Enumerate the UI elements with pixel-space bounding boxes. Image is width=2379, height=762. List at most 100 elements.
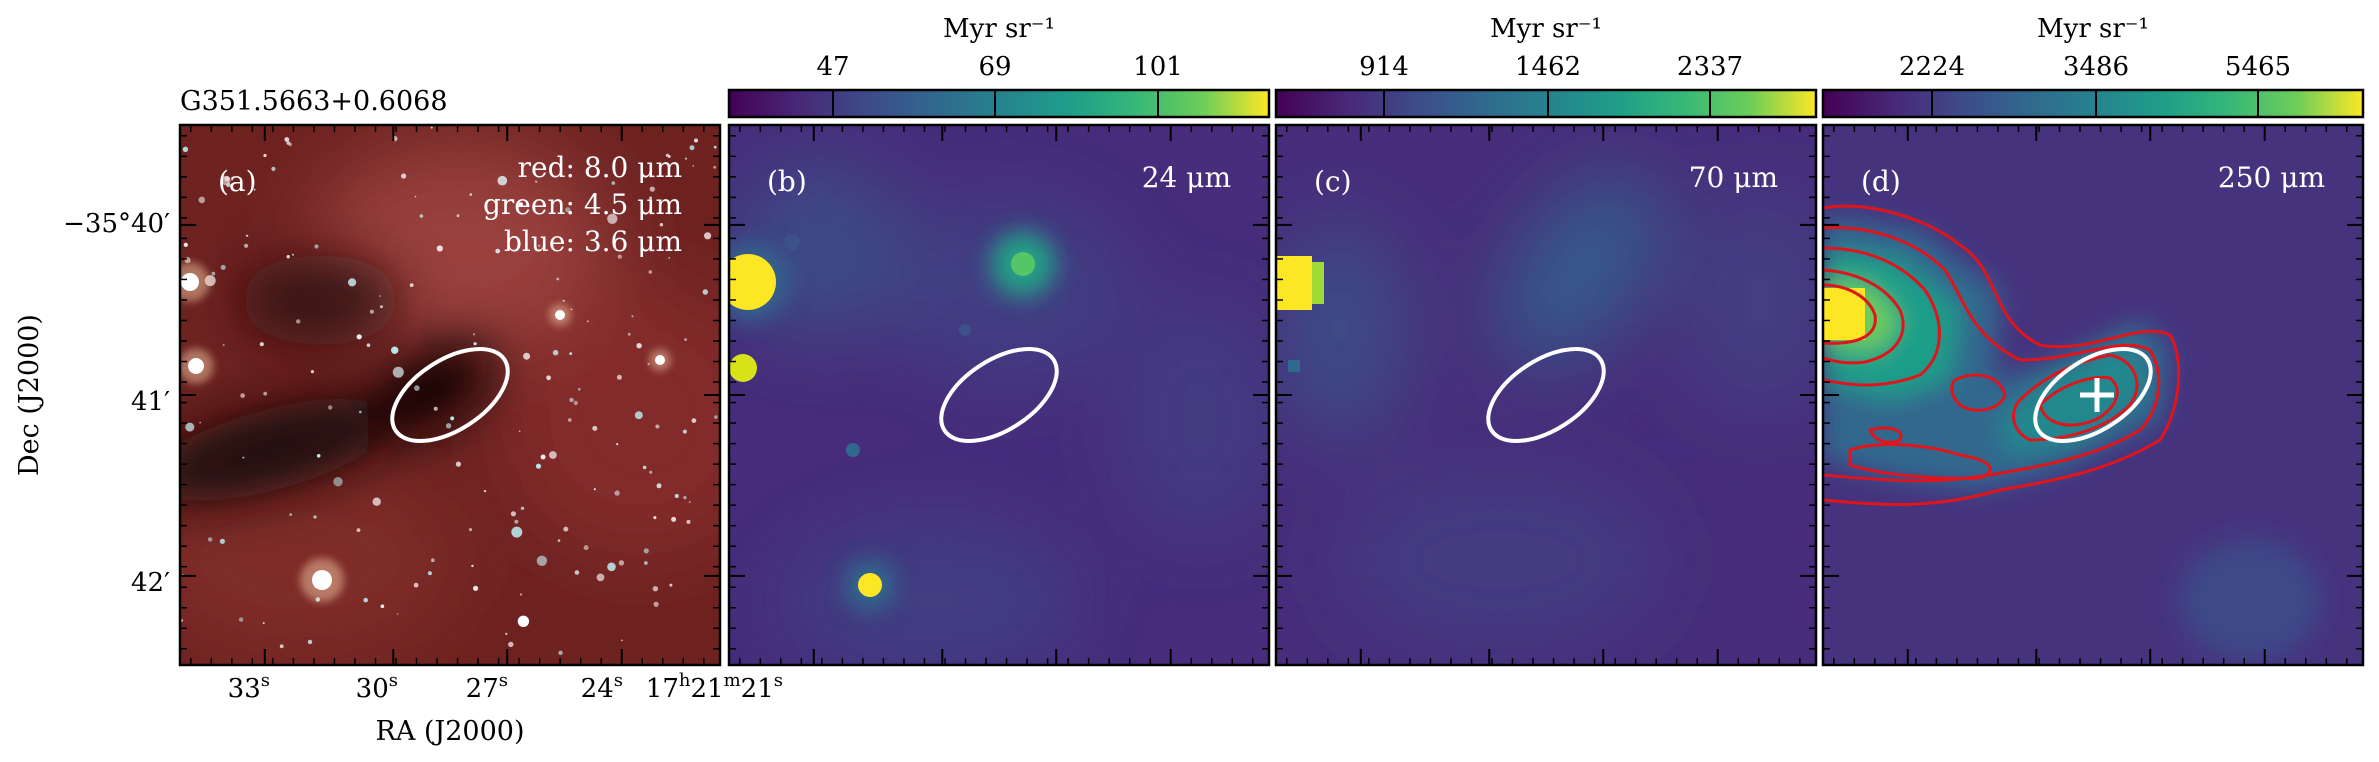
star	[219, 538, 225, 544]
star	[469, 193, 473, 196]
star	[669, 583, 673, 587]
bright-star	[188, 358, 204, 374]
star	[647, 362, 650, 366]
star	[659, 223, 664, 227]
star	[540, 454, 546, 460]
star	[288, 142, 293, 147]
colorbar-b-unit: Myr sr⁻¹	[943, 14, 1055, 44]
colorbar-c-tick-1: 1462	[1515, 52, 1581, 82]
dec-tick-labels: −35°40′ 41′ 42′	[63, 209, 170, 598]
star	[607, 562, 616, 572]
star	[643, 548, 649, 554]
panel-c-letter: (c)	[1314, 165, 1352, 198]
star	[648, 270, 652, 274]
dec-axis-label: Dec (J2000)	[14, 314, 45, 476]
star	[634, 411, 643, 420]
colorbar-c-unit: Myr sr⁻¹	[1490, 14, 1602, 44]
colorbar-b: Myr sr⁻¹ 47 69 101	[727, 14, 1271, 119]
panel-d-band: 250 μm	[2218, 161, 2325, 194]
star	[263, 391, 268, 396]
dec-tick-42: 42′	[131, 568, 170, 598]
panel-a-band-red: red: 8.0 μm	[518, 151, 682, 184]
colorbar-b-tick-2: 101	[1133, 52, 1183, 82]
star	[497, 175, 508, 186]
star	[714, 415, 718, 419]
ellipse-panel-c	[1486, 347, 1606, 443]
star	[182, 146, 189, 152]
star	[263, 153, 267, 158]
star	[574, 570, 580, 575]
panel-a-letter: (a)	[218, 165, 257, 198]
star	[284, 137, 290, 142]
panel-c-sources	[1276, 256, 1324, 372]
star	[310, 370, 314, 374]
star	[558, 650, 563, 655]
colorbar-b-tick-1: 69	[978, 52, 1011, 82]
star	[552, 349, 559, 356]
panel-c-band: 70 μm	[1689, 161, 1778, 194]
star	[631, 315, 634, 318]
star	[380, 604, 385, 609]
star	[514, 519, 519, 524]
star	[379, 295, 381, 297]
star	[207, 537, 213, 542]
source-name-title: G351.5663+0.6068	[180, 86, 448, 117]
star	[450, 416, 455, 421]
star	[185, 422, 195, 432]
star	[656, 483, 662, 489]
ra-tick-labels: 33s 30s 27s 24s 17h21m21s	[228, 670, 783, 704]
star	[253, 188, 256, 191]
star	[222, 344, 225, 346]
colorbar-d-tick-1: 3486	[2063, 52, 2129, 82]
dec-tick-41: 41′	[131, 387, 170, 417]
peak-marker-icon	[2080, 378, 2114, 412]
colorbar-d-tick-2: 5465	[2225, 52, 2291, 82]
star	[369, 309, 374, 314]
star	[396, 613, 399, 615]
star	[292, 253, 294, 256]
colorbar-d-unit: Myr sr⁻¹	[2037, 14, 2149, 44]
star	[536, 555, 548, 566]
star	[689, 145, 695, 151]
panel-b	[729, 125, 1269, 665]
star	[614, 490, 620, 496]
star	[314, 244, 319, 249]
star	[483, 489, 487, 493]
star	[445, 423, 452, 429]
panel-d-contours	[1823, 204, 2181, 506]
star	[684, 338, 687, 341]
star	[471, 564, 474, 568]
star	[616, 443, 619, 446]
star	[211, 271, 216, 276]
panel-b-letter: (b)	[767, 165, 807, 198]
star	[713, 145, 717, 149]
star	[289, 513, 293, 516]
star	[238, 617, 244, 622]
star	[567, 418, 572, 422]
star	[433, 406, 438, 411]
star	[409, 283, 414, 287]
panel-d	[1823, 125, 2363, 665]
colorbar-d-tick-0: 2224	[1899, 52, 1965, 82]
star	[436, 245, 443, 252]
star	[431, 558, 435, 562]
star	[307, 639, 313, 645]
star	[473, 342, 477, 346]
star	[372, 497, 381, 506]
star	[414, 195, 417, 198]
star	[356, 334, 362, 340]
axis-tick-marks	[180, 125, 2363, 665]
star	[316, 454, 321, 458]
star	[644, 561, 648, 565]
star	[473, 585, 479, 591]
star	[682, 429, 687, 434]
star	[401, 173, 407, 179]
panel-a-band-green: green: 4.5 μm	[483, 188, 682, 221]
star	[535, 463, 542, 469]
star	[184, 257, 191, 264]
star	[286, 255, 290, 259]
colorbar-d: Myr sr⁻¹ 2224 3486 5465	[1821, 14, 2365, 119]
star	[556, 277, 560, 281]
star	[573, 400, 578, 406]
star	[596, 573, 605, 582]
